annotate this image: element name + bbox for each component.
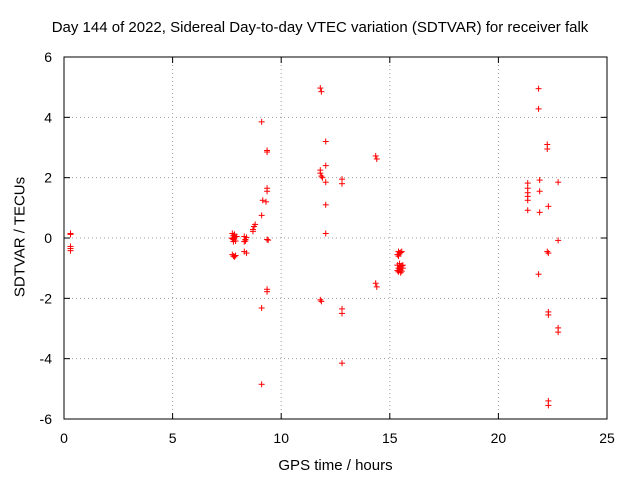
data-point [241, 238, 248, 245]
data-point [399, 262, 406, 269]
data-point [544, 248, 551, 255]
data-point [322, 201, 329, 208]
data-point [555, 237, 562, 244]
y-tick-label: -2 [40, 290, 53, 306]
data-point [545, 311, 552, 318]
data-point [318, 88, 325, 95]
y-tick-label: -6 [40, 411, 53, 427]
data-point [231, 253, 238, 260]
data-point [264, 288, 271, 295]
data-point [317, 170, 324, 177]
data-point [231, 231, 238, 238]
data-point [265, 237, 272, 244]
data-point [318, 298, 325, 305]
y-axis-label: SDTVAR / TECUs [11, 176, 29, 298]
data-point [258, 304, 265, 311]
data-point [249, 226, 256, 233]
data-point [536, 177, 543, 184]
data-point [535, 105, 542, 112]
y-tick-label: 6 [44, 49, 52, 65]
data-point [322, 138, 329, 145]
data-point [394, 267, 401, 274]
data-point [322, 179, 329, 186]
data-point [264, 185, 271, 192]
data-point [536, 188, 543, 195]
data-point [317, 85, 324, 92]
y-tick-label: 4 [44, 109, 52, 125]
data-point [339, 180, 346, 187]
data-point [67, 247, 74, 254]
x-tick-label: 15 [382, 430, 398, 446]
chart-title: Day 144 of 2022, Sidereal Day-to-day VTE… [51, 19, 589, 36]
data-point [322, 230, 329, 237]
y-tick-label: 2 [44, 170, 52, 186]
data-point [398, 262, 405, 269]
plot-frame [63, 56, 608, 420]
data-point [524, 207, 531, 214]
x-tick-label: 20 [491, 430, 507, 446]
data-point [262, 198, 269, 205]
data-point [317, 296, 324, 303]
data-point [372, 152, 379, 159]
data-point [322, 162, 329, 169]
x-tick-label: 0 [60, 430, 68, 446]
data-point [373, 155, 380, 162]
data-point [524, 180, 531, 187]
data-point [545, 203, 552, 210]
data-point [536, 209, 543, 216]
data-point [259, 197, 266, 204]
data-point [230, 238, 237, 245]
data-point [535, 85, 542, 92]
x-tick-label: 5 [169, 430, 177, 446]
x-axis-label: GPS time / hours [278, 457, 393, 474]
data-point [242, 238, 249, 245]
data-point [524, 197, 531, 204]
y-tick-label: -4 [40, 351, 53, 367]
data-point [544, 146, 551, 153]
data-point [545, 402, 552, 409]
data-point [243, 250, 250, 257]
y-tick-label: 0 [44, 230, 52, 246]
data-point [373, 283, 380, 290]
data-point [372, 280, 379, 287]
data-point [545, 250, 552, 257]
data-point [555, 179, 562, 186]
x-tick-label: 10 [273, 430, 289, 446]
data-point [264, 147, 271, 154]
data-point [339, 360, 346, 367]
data-point [339, 310, 346, 317]
data-point [67, 231, 74, 238]
data-point [318, 173, 325, 180]
data-point [395, 268, 402, 275]
data-point [555, 329, 562, 336]
data-point [252, 221, 259, 228]
data-point [258, 212, 265, 219]
data-point [395, 248, 402, 255]
data-point [232, 252, 239, 259]
data-point [258, 118, 265, 125]
data-point [229, 235, 236, 242]
data-point [258, 381, 265, 388]
x-tick-label: 25 [599, 430, 615, 446]
data-point [243, 234, 250, 241]
data-point [535, 271, 542, 278]
data-point [319, 174, 326, 181]
data-point [264, 236, 271, 243]
